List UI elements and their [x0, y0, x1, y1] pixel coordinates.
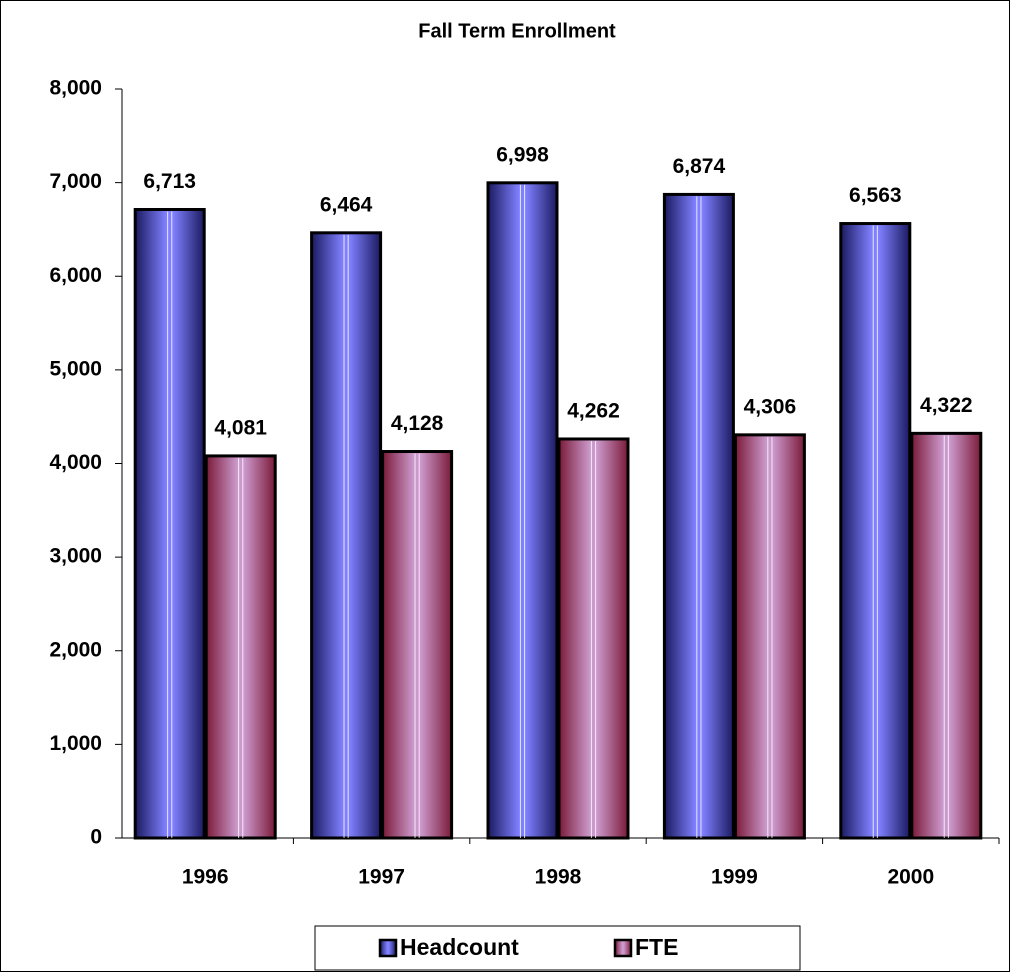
bar: [204, 454, 277, 840]
bar: [839, 222, 912, 840]
y-tick-label: 4,000: [49, 451, 102, 474]
value-label: 4,322: [920, 394, 973, 417]
bar: [733, 433, 806, 840]
value-label: 4,306: [744, 395, 797, 418]
y-tick-label: 8,000: [49, 77, 102, 100]
value-label: 4,128: [391, 412, 444, 435]
legend-label: Headcount: [400, 934, 519, 960]
value-label: 6,713: [143, 170, 196, 193]
x-tick-label: 1998: [535, 866, 582, 889]
y-tick-label: 0: [90, 826, 102, 849]
legend-swatch: [613, 938, 633, 958]
bar: [310, 231, 383, 840]
x-tick-label: 2000: [887, 866, 934, 889]
y-tick-label: 6,000: [49, 264, 102, 287]
y-tick-label: 5,000: [49, 357, 102, 380]
bar: [381, 450, 454, 840]
bar: [910, 431, 983, 840]
bar: [133, 207, 206, 840]
legend-swatch: [378, 938, 398, 958]
chart-title: Fall Term Enrollment: [418, 20, 616, 42]
bar: [486, 181, 559, 840]
value-label: 6,563: [849, 184, 902, 207]
y-tick-label: 7,000: [49, 170, 102, 193]
x-tick-label: 1997: [358, 866, 405, 889]
legend-label: FTE: [635, 934, 678, 960]
y-tick-label: 3,000: [49, 545, 102, 568]
bar: [662, 192, 735, 840]
value-label: 4,081: [214, 416, 267, 439]
y-tick-label: 2,000: [49, 638, 102, 661]
value-label: 6,464: [320, 193, 373, 216]
value-label: 6,874: [673, 155, 726, 178]
y-tick-label: 1,000: [49, 732, 102, 755]
x-tick-label: 1996: [182, 866, 229, 889]
bar: [557, 437, 630, 840]
value-label: 4,262: [567, 400, 620, 423]
value-label: 6,998: [496, 143, 549, 166]
x-tick-label: 1999: [711, 866, 758, 889]
